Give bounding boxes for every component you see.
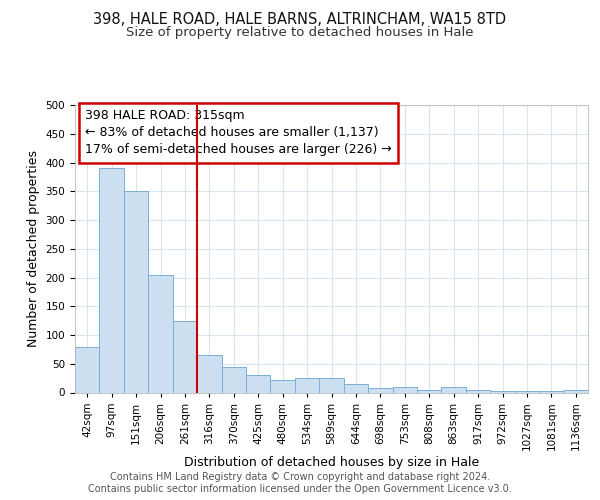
Bar bbox=[442, 387, 466, 392]
Bar bbox=[368, 388, 392, 392]
Text: 398 HALE ROAD: 315sqm
← 83% of detached houses are smaller (1,137)
17% of semi-d: 398 HALE ROAD: 315sqm ← 83% of detached … bbox=[85, 110, 392, 156]
Bar bbox=[75, 346, 100, 393]
Bar bbox=[100, 168, 124, 392]
Bar bbox=[344, 384, 368, 392]
Bar bbox=[124, 192, 148, 392]
Y-axis label: Number of detached properties: Number of detached properties bbox=[27, 150, 40, 348]
Bar bbox=[490, 391, 515, 392]
Bar bbox=[271, 380, 295, 392]
Bar bbox=[148, 274, 173, 392]
Text: 398, HALE ROAD, HALE BARNS, ALTRINCHAM, WA15 8TD: 398, HALE ROAD, HALE BARNS, ALTRINCHAM, … bbox=[94, 12, 506, 28]
Bar bbox=[319, 378, 344, 392]
Bar bbox=[197, 355, 221, 393]
Bar bbox=[466, 390, 490, 392]
Text: Contains HM Land Registry data © Crown copyright and database right 2024.
Contai: Contains HM Land Registry data © Crown c… bbox=[88, 472, 512, 494]
Bar bbox=[295, 378, 319, 392]
Bar bbox=[563, 390, 588, 392]
Bar bbox=[392, 387, 417, 392]
Bar bbox=[221, 366, 246, 392]
X-axis label: Distribution of detached houses by size in Hale: Distribution of detached houses by size … bbox=[184, 456, 479, 469]
Text: Size of property relative to detached houses in Hale: Size of property relative to detached ho… bbox=[126, 26, 474, 39]
Bar bbox=[173, 320, 197, 392]
Bar bbox=[417, 390, 442, 392]
Bar bbox=[246, 375, 271, 392]
